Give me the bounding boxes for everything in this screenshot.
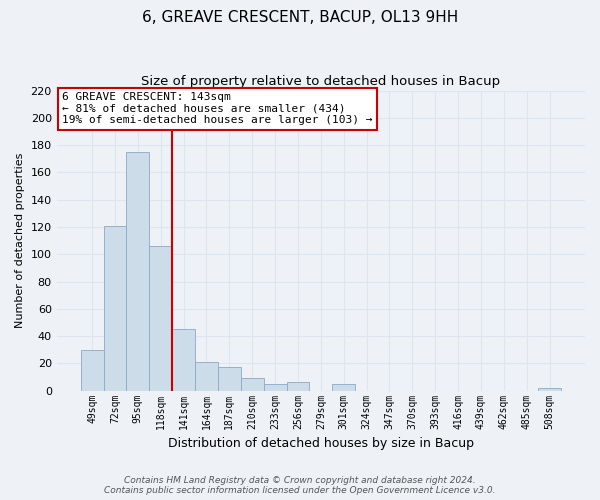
Bar	[104, 226, 127, 390]
Bar	[263, 384, 287, 390]
Bar	[241, 378, 263, 390]
Bar	[332, 384, 355, 390]
Text: 6 GREAVE CRESCENT: 143sqm
← 81% of detached houses are smaller (434)
19% of semi: 6 GREAVE CRESCENT: 143sqm ← 81% of detac…	[62, 92, 373, 126]
Title: Size of property relative to detached houses in Bacup: Size of property relative to detached ho…	[141, 75, 500, 88]
Bar	[195, 362, 218, 390]
Bar	[218, 368, 241, 390]
Text: Contains HM Land Registry data © Crown copyright and database right 2024.
Contai: Contains HM Land Registry data © Crown c…	[104, 476, 496, 495]
Bar	[127, 152, 149, 390]
Bar	[172, 330, 195, 390]
Bar	[538, 388, 561, 390]
Y-axis label: Number of detached properties: Number of detached properties	[15, 153, 25, 328]
Text: 6, GREAVE CRESCENT, BACUP, OL13 9HH: 6, GREAVE CRESCENT, BACUP, OL13 9HH	[142, 10, 458, 25]
Bar	[80, 350, 104, 391]
Bar	[149, 246, 172, 390]
Bar	[287, 382, 310, 390]
X-axis label: Distribution of detached houses by size in Bacup: Distribution of detached houses by size …	[168, 437, 474, 450]
